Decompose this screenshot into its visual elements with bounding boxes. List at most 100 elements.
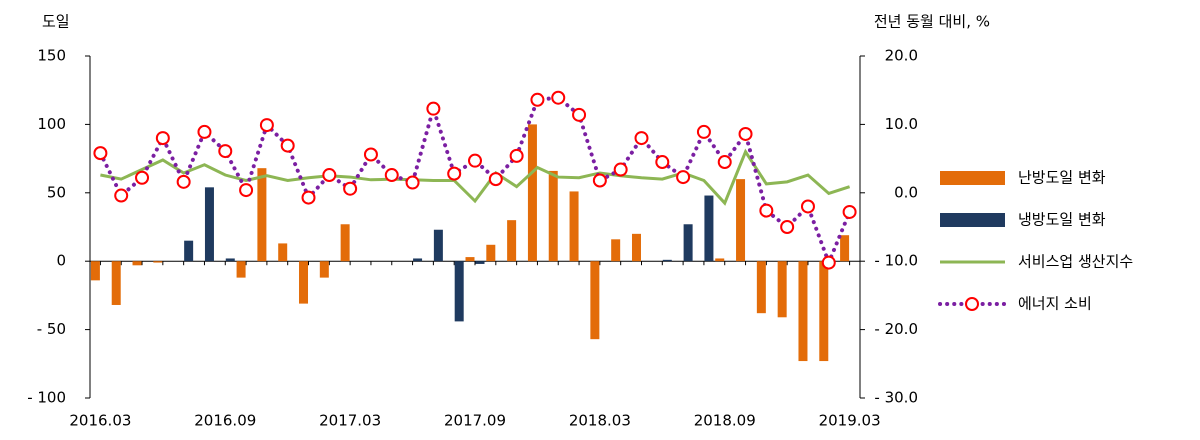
point — [280, 138, 295, 153]
bar — [278, 243, 288, 262]
bar — [413, 258, 423, 262]
y-tick-label: 0 — [56, 252, 66, 270]
legend-label: 에너지 소비 — [1018, 295, 1092, 313]
point — [155, 131, 170, 146]
y-tick-label: 150 — [37, 47, 66, 65]
bar — [590, 261, 600, 340]
bar — [486, 244, 496, 262]
point — [343, 181, 358, 196]
point — [447, 166, 462, 181]
point — [759, 203, 774, 218]
bar — [132, 261, 142, 266]
x-tick-label: 2017.03 — [319, 412, 381, 430]
legend-label: 냉방도일 변화 — [1018, 211, 1106, 229]
point — [322, 168, 337, 183]
bar — [840, 235, 850, 262]
y2-tick-label: 0.0 — [894, 183, 918, 201]
bar — [777, 261, 787, 318]
bar — [153, 261, 163, 263]
x-tick-label: 2018.09 — [694, 412, 756, 430]
point — [655, 155, 670, 170]
point — [509, 148, 524, 163]
legend-marker — [965, 297, 979, 311]
y-tick-label: - 50 — [37, 320, 66, 338]
x-tick-label: 2018.03 — [569, 412, 631, 430]
x-tick-label: 2016.09 — [194, 412, 256, 430]
y2-tick-label: 10.0 — [885, 115, 918, 133]
bar — [433, 229, 443, 262]
bar — [507, 220, 517, 262]
bar — [184, 240, 194, 262]
bar — [569, 191, 579, 262]
point — [821, 255, 836, 270]
point — [468, 153, 482, 168]
point — [613, 162, 628, 177]
y-tick-label: 50 — [47, 183, 66, 201]
bar — [236, 261, 246, 278]
bar — [111, 261, 121, 305]
bar — [90, 261, 100, 281]
y-tick-label: 100 — [37, 115, 66, 133]
point — [135, 170, 150, 185]
bar — [225, 258, 235, 262]
bar — [704, 195, 714, 262]
legend-swatch — [940, 213, 1005, 227]
point — [363, 147, 378, 162]
x-tick-label: 2016.03 — [69, 412, 131, 430]
bar — [662, 259, 672, 262]
bar — [756, 261, 766, 314]
bar — [454, 261, 464, 322]
point — [301, 190, 316, 205]
bar — [683, 224, 693, 262]
bar — [611, 239, 621, 262]
point — [592, 173, 607, 188]
bar — [548, 170, 558, 262]
y2-tick-label: - 20.0 — [874, 320, 918, 338]
bar — [299, 261, 309, 304]
y2-tick-label: 20.0 — [885, 47, 918, 65]
point — [572, 107, 587, 122]
point — [717, 155, 732, 170]
bar — [798, 261, 808, 362]
point — [218, 144, 233, 159]
point — [551, 90, 566, 105]
bar — [319, 261, 329, 278]
legend-swatch — [940, 171, 1005, 185]
legend-label: 서비스업 생산지수 — [1018, 253, 1133, 271]
point — [530, 92, 545, 107]
point — [634, 131, 649, 146]
point — [488, 172, 503, 187]
line — [100, 148, 851, 206]
bar — [527, 124, 537, 262]
point — [800, 199, 815, 214]
bar — [819, 261, 829, 362]
x-tick-label: 2019.03 — [819, 412, 881, 430]
bar — [257, 168, 267, 262]
point — [384, 168, 399, 183]
y-axis-title: 도일 — [42, 13, 70, 31]
bar — [340, 224, 350, 262]
bar — [631, 233, 641, 262]
y2-tick-label: - 10.0 — [874, 252, 918, 270]
point — [114, 188, 129, 203]
y2-tick-label: - 30.0 — [874, 389, 918, 407]
point — [176, 174, 191, 189]
legend-label: 난방도일 변화 — [1018, 169, 1106, 187]
point — [780, 220, 795, 234]
point — [259, 118, 274, 133]
point — [676, 170, 691, 185]
bar — [204, 187, 214, 262]
point — [239, 183, 254, 198]
bar — [736, 179, 746, 262]
point — [93, 146, 108, 161]
bar — [475, 261, 485, 264]
point — [842, 204, 857, 219]
point — [405, 175, 420, 190]
point — [738, 126, 753, 141]
bar — [465, 257, 475, 262]
y-tick-label: - 100 — [27, 389, 66, 407]
x-tick-label: 2017.09 — [444, 412, 506, 430]
bar — [715, 258, 725, 262]
